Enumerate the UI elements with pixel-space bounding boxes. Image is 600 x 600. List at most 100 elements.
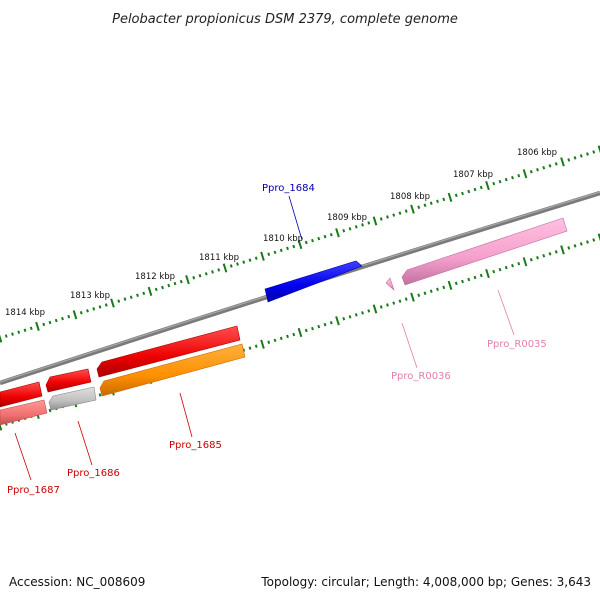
inner-minor-tick: [536, 256, 539, 260]
inner-minor-tick: [398, 299, 402, 303]
inner-minor-tick: [542, 254, 546, 258]
outer-minor-tick: [492, 181, 496, 186]
outer-minor-tick: [579, 154, 583, 158]
gene-arrow-ppro-r0036[interactable]: [385, 277, 395, 291]
outer-minor-tick: [367, 221, 371, 225]
outer-minor-tick: [529, 170, 533, 174]
outer-minor-tick: [429, 201, 433, 206]
outer-minor-tick: [542, 166, 546, 170]
inner-major-tick: [260, 339, 265, 349]
outer-minor-tick: [204, 272, 208, 276]
outer-minor-tick: [79, 311, 83, 315]
outer-major-tick: [560, 157, 565, 167]
outer-major-tick: [0, 334, 3, 343]
outer-minor-tick: [461, 191, 464, 196]
gene-label-ppro-1685[interactable]: Ppro_1685: [169, 440, 222, 451]
inner-minor-tick: [554, 250, 558, 254]
inner-minor-tick: [423, 291, 427, 295]
gene-label-ppro-r0036[interactable]: Ppro_R0036: [391, 371, 451, 382]
gene-label-ppro-r0035[interactable]: Ppro_R0035: [487, 339, 547, 350]
outer-minor-tick: [379, 217, 383, 221]
inner-minor-tick: [98, 393, 102, 397]
inner-minor-tick: [379, 305, 383, 309]
inner-minor-tick: [592, 238, 596, 242]
gene-arrow-ppro-r0035[interactable]: [401, 217, 568, 286]
outer-major-tick: [447, 192, 453, 202]
gene-arrow-ppro-1685[interactable]: [96, 325, 241, 378]
outer-minor-tick: [104, 303, 108, 307]
outer-minor-tick: [167, 283, 171, 288]
kbp-label-1808: 1808 kbp: [390, 192, 430, 202]
outer-minor-tick: [479, 185, 483, 190]
outer-minor-tick: [504, 177, 508, 182]
outer-major-tick: [372, 216, 378, 226]
kbp-label-1806: 1806 kbp: [517, 148, 557, 158]
cds-arrow-ppro-1686[interactable]: [48, 386, 97, 411]
gene-arrow-ppro-1687[interactable]: [0, 381, 43, 408]
kbp-label-1811: 1811 kbp: [199, 253, 239, 263]
outer-minor-tick: [398, 211, 402, 215]
outer-minor-tick: [442, 197, 446, 202]
outer-minor-tick: [592, 150, 596, 154]
inner-major-tick: [447, 280, 453, 290]
inner-minor-tick: [548, 252, 552, 256]
outer-major-tick: [485, 180, 490, 191]
topology-label: Topology: circular; Length: 4,008,000 bp…: [260, 575, 591, 589]
gene-ppro-1685[interactable]: [96, 325, 246, 397]
inner-major-tick: [597, 233, 600, 242]
outer-minor-tick: [236, 262, 239, 266]
inner-minor-tick: [479, 273, 483, 278]
cds-arrow-ppro-1685[interactable]: [99, 343, 246, 397]
outer-minor-tick: [342, 229, 346, 233]
outer-minor-tick: [517, 173, 521, 178]
inner-minor-tick: [254, 344, 258, 348]
outer-minor-tick: [123, 297, 127, 301]
outer-minor-tick: [142, 291, 146, 296]
kbp-label-1812: 1812 kbp: [135, 272, 175, 282]
gene-arrow-ppro-1684[interactable]: [264, 260, 363, 303]
outer-major-tick: [522, 169, 528, 179]
gene-label-ppro-1687[interactable]: Ppro_1687: [7, 485, 60, 496]
gene-label-ppro-1686[interactable]: Ppro_1686: [67, 468, 120, 479]
outer-minor-tick: [61, 316, 64, 321]
kbp-label-1810: 1810 kbp: [263, 234, 303, 244]
inner-minor-tick: [573, 244, 577, 248]
outer-minor-tick: [67, 314, 71, 319]
inner-minor-tick: [286, 334, 289, 339]
outer-minor-tick: [548, 164, 552, 168]
outer-minor-tick: [92, 307, 96, 311]
gene-ppro-1687[interactable]: [0, 381, 48, 426]
outer-major-tick: [410, 204, 415, 214]
gene-arrow-ppro-1686[interactable]: [45, 368, 92, 393]
gene-ppro-r0035[interactable]: [401, 217, 568, 286]
gene-label-ppro-1684[interactable]: Ppro_1684: [262, 183, 315, 194]
inner-minor-tick: [386, 303, 389, 307]
outer-minor-tick: [98, 305, 102, 309]
outer-minor-tick: [304, 240, 308, 245]
inner-minor-tick: [311, 326, 314, 331]
gene-ppro-1686[interactable]: [45, 368, 97, 411]
outer-minor-tick: [42, 322, 46, 327]
inner-minor-tick: [342, 317, 346, 321]
inner-minor-tick: [498, 267, 502, 272]
gene-ppro-r0036[interactable]: [385, 277, 395, 291]
leader-line-ppro-r0036: [401, 322, 418, 369]
inner-minor-tick: [292, 332, 296, 337]
cds-arrow-ppro-1687[interactable]: [0, 399, 48, 426]
outer-major-tick: [335, 228, 340, 238]
kbp-label-1813: 1813 kbp: [70, 291, 110, 301]
gene-ppro-1684[interactable]: [264, 260, 363, 303]
outer-minor-tick: [573, 156, 577, 160]
leader-line-ppro-r0035: [497, 289, 515, 336]
outer-minor-tick: [386, 215, 389, 219]
inner-minor-tick: [492, 269, 496, 274]
outer-minor-tick: [511, 175, 514, 180]
outer-minor-tick: [417, 205, 421, 209]
outer-minor-tick: [473, 187, 477, 192]
inner-minor-tick: [467, 277, 471, 282]
inner-major-tick: [335, 316, 340, 326]
outer-minor-tick: [423, 203, 427, 207]
inner-minor-tick: [392, 301, 396, 305]
outer-minor-tick: [467, 189, 471, 194]
